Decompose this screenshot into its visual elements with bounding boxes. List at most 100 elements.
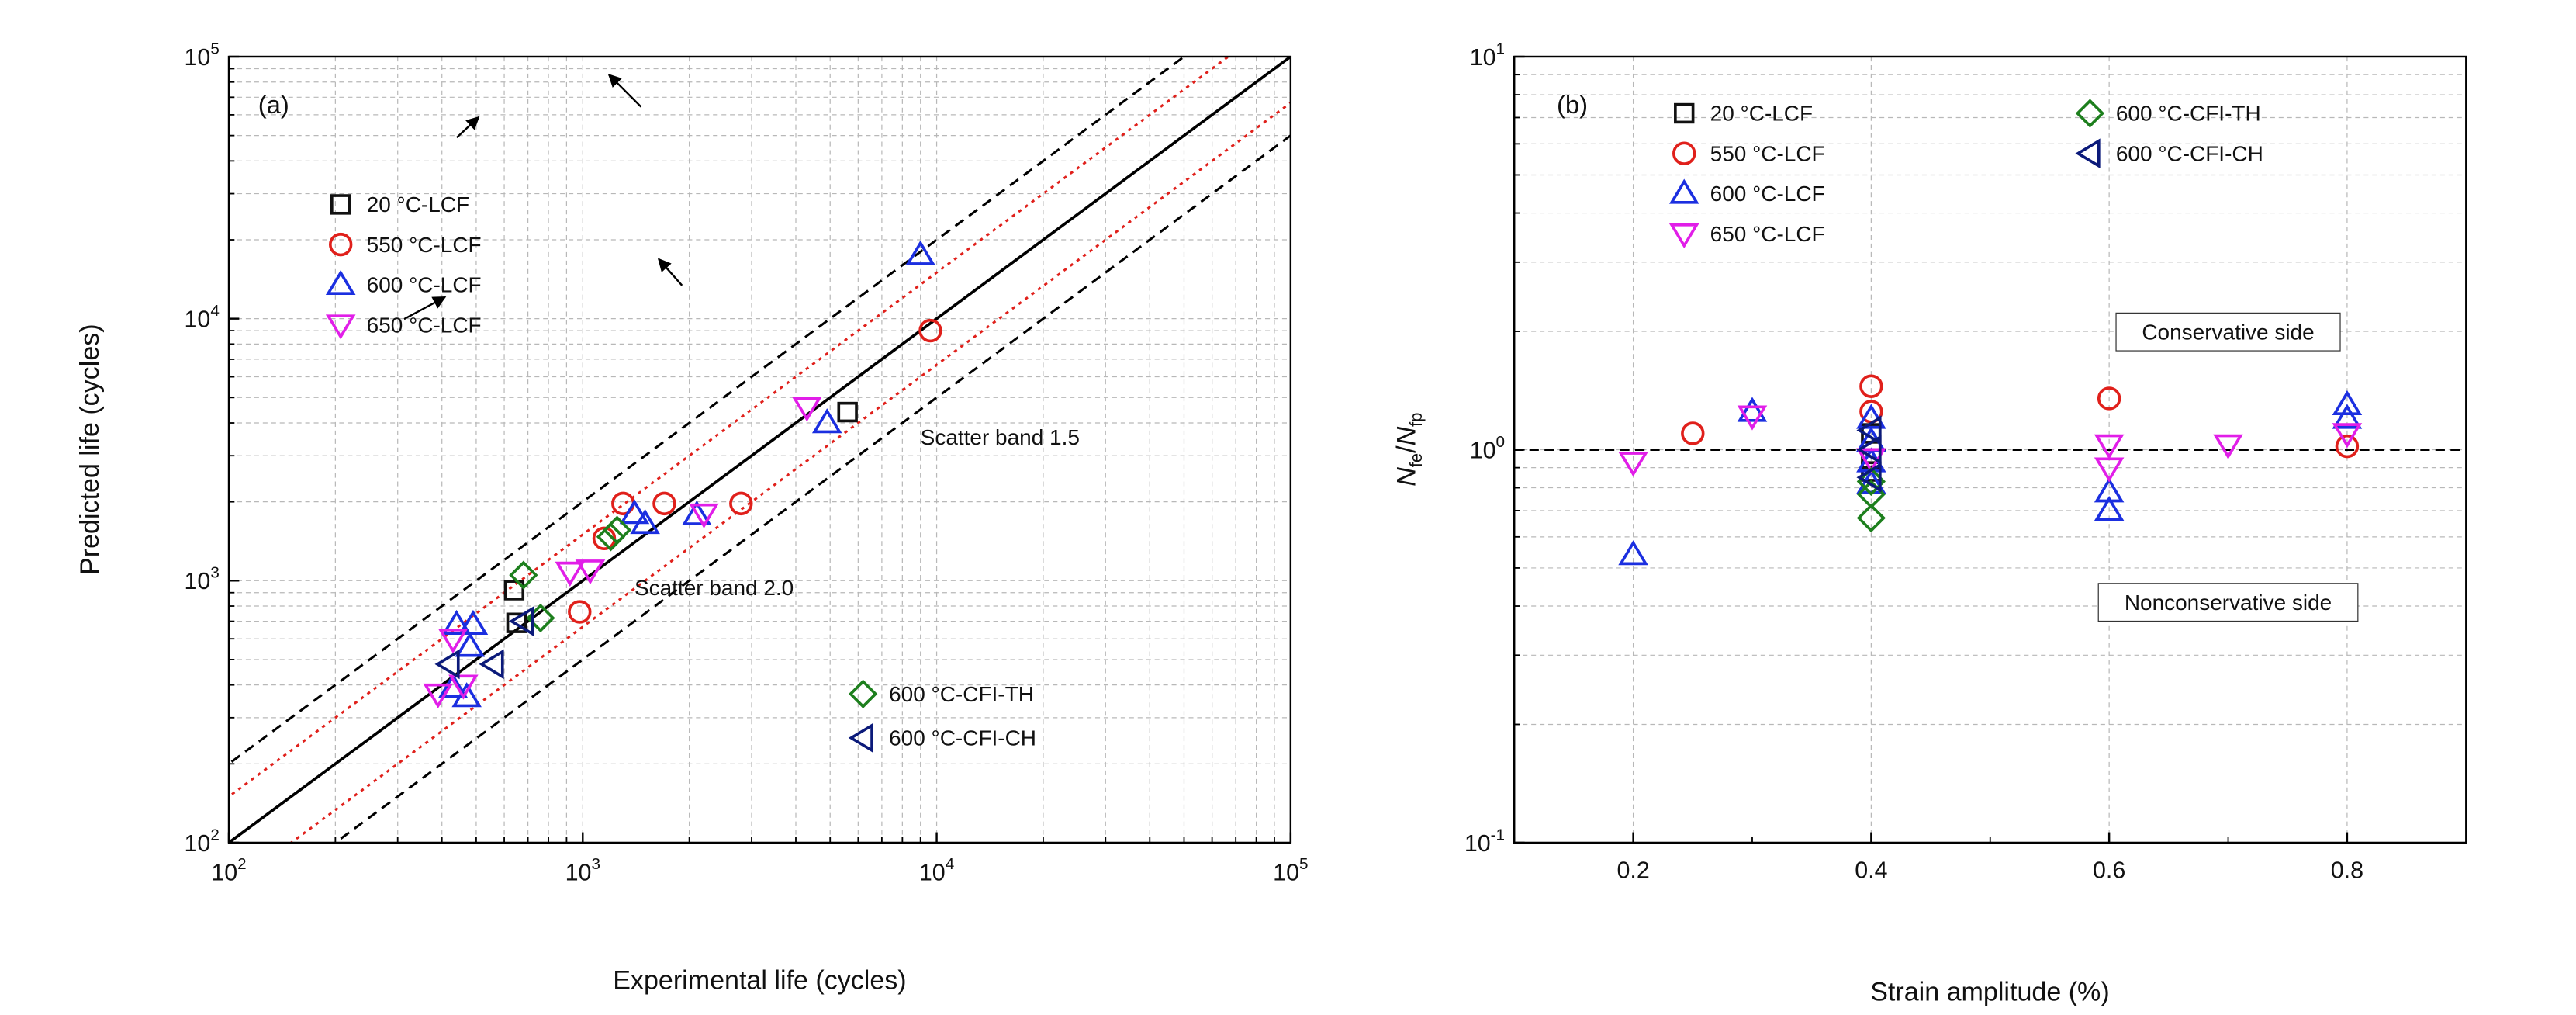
panel-b-x-axis-title: Strain amplitude (%) — [1870, 978, 2109, 1007]
a-point-20-c-lcf-0 — [503, 580, 525, 601]
panel-b-data-points — [1618, 374, 2363, 566]
a-point-650-c-lcf-2 — [575, 559, 606, 585]
a-y-tick-label: 104 — [185, 302, 220, 333]
a-legend-marker-600-c-cfi-th — [849, 679, 878, 708]
b-side-box-conservative-side — [2115, 312, 2341, 352]
a-annotation-arrow — [403, 296, 447, 320]
b-point-650-c-lcf-1 — [1737, 405, 1768, 431]
b-point-650-c-lcf-4 — [2094, 457, 2125, 483]
b-side-text-nonconservative-side: Nonconservative side — [2125, 591, 2332, 615]
panel-a-data-points — [423, 240, 942, 709]
panel-a-label: (a) — [258, 90, 289, 119]
a-legend-text-20-c-lcf: 20 °C-LCF — [367, 192, 469, 217]
b-point-600-c-lcf-7 — [2094, 477, 2125, 503]
a-point-650-c-lcf-3 — [555, 561, 586, 587]
a-point-650-c-lcf-1 — [689, 503, 719, 529]
b-legend-marker-550-c-lcf — [1672, 141, 1696, 165]
a-legend-marker-20-c-lcf — [330, 194, 351, 215]
b-point-550-c-lcf-3 — [2335, 434, 2360, 459]
a-legend-marker-600-c-lcf — [325, 269, 356, 296]
a-ref-line-scatter-band-2-0-lower — [333, 133, 1291, 843]
panel-a-grid — [229, 57, 1291, 843]
b-point-550-c-lcf-1 — [1859, 374, 1883, 398]
b-legend-marker-20-c-lcf — [1674, 102, 1695, 124]
b-point-650-c-lcf-0 — [1618, 452, 1648, 477]
a-y-tick-label: 103 — [185, 564, 220, 595]
a-x-tick-label: 104 — [919, 855, 954, 886]
a-point-600-c-lcf-1 — [811, 408, 842, 434]
b-x-tick-label: 0.6 — [2093, 857, 2125, 884]
a-y-tick-label: 102 — [185, 826, 220, 857]
a-legend-text-550-c-lcf: 550 °C-LCF — [367, 233, 482, 257]
b-point-550-c-lcf-0 — [1681, 421, 1705, 445]
a-point-20-c-lcf-1 — [837, 401, 858, 423]
b-x-tick-label: 0.4 — [1855, 857, 1887, 884]
b-x-tick-label: 0.8 — [2331, 857, 2363, 884]
a-point-600-c-lcf-8 — [451, 682, 482, 708]
y-title-n2: N — [1392, 426, 1421, 445]
panel-a-y-axis-title: Predicted life (cycles) — [75, 324, 105, 575]
panel-a-legend-cfi: 600 °C-CFI-TH 600 °C-CFI-CH — [848, 679, 1036, 753]
a-annotation-arrow — [456, 116, 480, 139]
panel-a-reference-lines — [229, 57, 1291, 843]
a-ref-line-1-1-line — [229, 57, 1291, 843]
b-point-600-c-cfi-ch-0 — [1856, 415, 1882, 445]
y-title-slash: / — [1392, 445, 1421, 453]
panel-b-side-labels: Conservative side Nonconservative side — [2097, 312, 2359, 622]
a-point-600-c-cfi-ch-0 — [434, 649, 460, 680]
b-legend-text-600-c-cfi-th: 600 °C-CFI-TH — [2116, 102, 2261, 126]
a-point-600-c-lcf-3 — [630, 508, 660, 535]
a-point-550-c-lcf-4 — [918, 318, 942, 343]
b-legend-text-20-c-lcf: 20 °C-LCF — [1710, 102, 1813, 126]
panel-a-annotations: Scatter band 1.5 Scatter band 2.0 — [403, 73, 1080, 600]
y-title-sub-fe: fe — [1406, 453, 1426, 467]
a-point-600-c-lcf-4 — [682, 500, 712, 525]
a-point-600-c-lcf-0 — [905, 240, 935, 265]
a-x-tick-label: 102 — [211, 855, 246, 886]
b-point-600-c-lcf-0 — [1618, 540, 1648, 566]
b-legend-marker-600-c-cfi-th — [2075, 99, 2105, 128]
a-x-tick-label: 105 — [1273, 855, 1308, 886]
a-point-650-c-lcf-5 — [448, 674, 479, 700]
b-point-600-c-lcf-9 — [2332, 404, 2363, 429]
a-point-600-c-cfi-th-3 — [602, 515, 632, 545]
a-annotation-scatter-band-2-0: Scatter band 2.0 — [634, 576, 794, 600]
panel-b-label: (b) — [1557, 90, 1588, 119]
a-legend-text-600-c-cfi-th: 600 °C-CFI-TH — [889, 682, 1034, 706]
panel-b-ticks: 0.2 0.4 0.6 0.8 10-1 100 101 — [1464, 40, 2363, 883]
panel-b-y-axis-title: Nfe/Nfp — [1392, 413, 1426, 487]
a-y-tick-label: 105 — [185, 40, 220, 71]
b-legend-text-600-c-lcf: 600 °C-LCF — [1710, 182, 1825, 206]
a-point-600-c-lcf-9 — [455, 632, 486, 657]
b-legend-text-650-c-lcf: 650 °C-LCF — [1710, 222, 1825, 246]
a-point-20-c-lcf-2 — [506, 612, 527, 633]
b-x-tick-label: 0.2 — [1616, 857, 1649, 884]
b-point-650-c-lcf-5 — [2213, 434, 2243, 459]
a-annotation-arrow — [607, 73, 642, 108]
a-ref-line-scatter-band-2-0-upper — [229, 57, 1187, 766]
panel-b: Conservative side Nonconservative side 0.… — [1392, 40, 2467, 1007]
b-point-600-c-cfi-ch-2 — [1856, 462, 1882, 493]
b-y-tick-label: 101 — [1470, 40, 1505, 71]
b-y-tick-label: 10-1 — [1464, 826, 1505, 857]
a-legend-marker-550-c-lcf — [328, 232, 353, 257]
b-legend-text-550-c-lcf: 550 °C-LCF — [1710, 141, 1825, 165]
b-legend-text-600-c-cfi-ch: 600 °C-CFI-CH — [2116, 141, 2263, 165]
a-legend-text-600-c-lcf: 600 °C-LCF — [367, 273, 482, 297]
b-legend-marker-600-c-lcf — [1668, 178, 1699, 204]
panel-b-legend-cfi: 600 °C-CFI-TH 600 °C-CFI-CH — [2075, 99, 2263, 169]
b-point-600-c-lcf-6 — [2094, 495, 2125, 521]
a-point-600-c-cfi-th-2 — [596, 522, 626, 552]
a-point-650-c-lcf-6 — [437, 629, 469, 654]
a-point-600-c-cfi-ch-1 — [479, 649, 504, 680]
a-legend-marker-650-c-lcf — [325, 314, 356, 340]
panel-a-plot-frame — [227, 55, 1292, 844]
b-point-550-c-lcf-2 — [2097, 386, 2121, 411]
a-legend-text-600-c-cfi-ch: 600 °C-CFI-CH — [889, 726, 1036, 750]
a-point-650-c-lcf-0 — [792, 397, 822, 422]
a-point-550-c-lcf-0 — [568, 600, 592, 624]
y-title-n1: N — [1392, 467, 1421, 487]
b-legend-marker-600-c-cfi-ch — [2075, 138, 2101, 169]
y-title-sub-fp: fp — [1406, 413, 1426, 427]
